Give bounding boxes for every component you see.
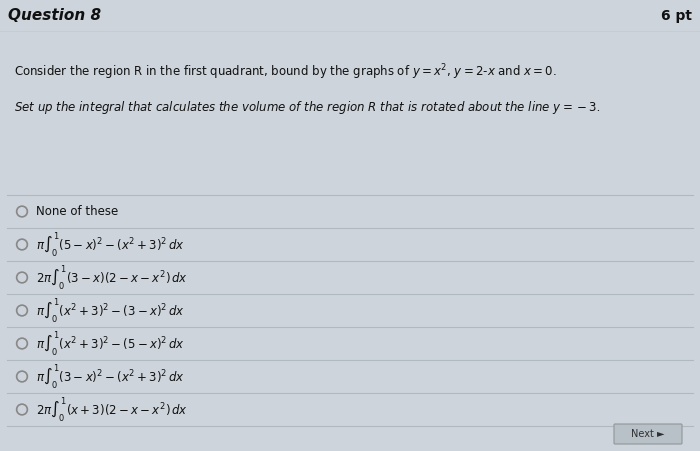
Text: $\pi \int_0^1 (3-x)^2 - (x^2+3)^2\, dx$: $\pi \int_0^1 (3-x)^2 - (x^2+3)^2\, dx$ bbox=[36, 362, 185, 391]
Circle shape bbox=[18, 208, 26, 215]
Text: $2\pi \int_0^1 (3-x)(2-x-x^2)\, dx$: $2\pi \int_0^1 (3-x)(2-x-x^2)\, dx$ bbox=[36, 263, 188, 292]
Text: Question 8: Question 8 bbox=[8, 9, 101, 23]
Text: Next ►: Next ► bbox=[631, 429, 665, 439]
Circle shape bbox=[18, 406, 26, 413]
Circle shape bbox=[18, 241, 26, 249]
Text: 6 pt: 6 pt bbox=[661, 9, 692, 23]
Text: None of these: None of these bbox=[36, 205, 118, 218]
Text: $\pi \int_0^1 (x^2+3)^2 - (3-x)^2\, dx$: $\pi \int_0^1 (x^2+3)^2 - (3-x)^2\, dx$ bbox=[36, 296, 185, 325]
Text: Consider the region R in the first quadrant, bound by the graphs of $y = x^2$, $: Consider the region R in the first quadr… bbox=[14, 62, 557, 82]
Circle shape bbox=[17, 305, 27, 316]
Circle shape bbox=[17, 371, 27, 382]
Circle shape bbox=[17, 206, 27, 217]
Circle shape bbox=[17, 239, 27, 250]
Circle shape bbox=[17, 404, 27, 415]
Circle shape bbox=[17, 338, 27, 349]
Circle shape bbox=[18, 307, 26, 314]
Circle shape bbox=[18, 373, 26, 380]
Text: $2\pi \int_0^1 (x+3)(2-x-x^2)\, dx$: $2\pi \int_0^1 (x+3)(2-x-x^2)\, dx$ bbox=[36, 395, 188, 424]
Text: Set up the integral that calculates the volume of the region R that is rotated a: Set up the integral that calculates the … bbox=[14, 100, 601, 116]
Circle shape bbox=[18, 274, 26, 281]
Text: $\pi \int_0^1 (x^2+3)^2 - (5-x)^2\, dx$: $\pi \int_0^1 (x^2+3)^2 - (5-x)^2\, dx$ bbox=[36, 329, 185, 358]
Circle shape bbox=[17, 272, 27, 283]
FancyBboxPatch shape bbox=[614, 424, 682, 444]
Text: $\pi \int_0^1 (5-x)^2 - (x^2+3)^2\, dx$: $\pi \int_0^1 (5-x)^2 - (x^2+3)^2\, dx$ bbox=[36, 230, 185, 259]
Circle shape bbox=[18, 340, 26, 347]
